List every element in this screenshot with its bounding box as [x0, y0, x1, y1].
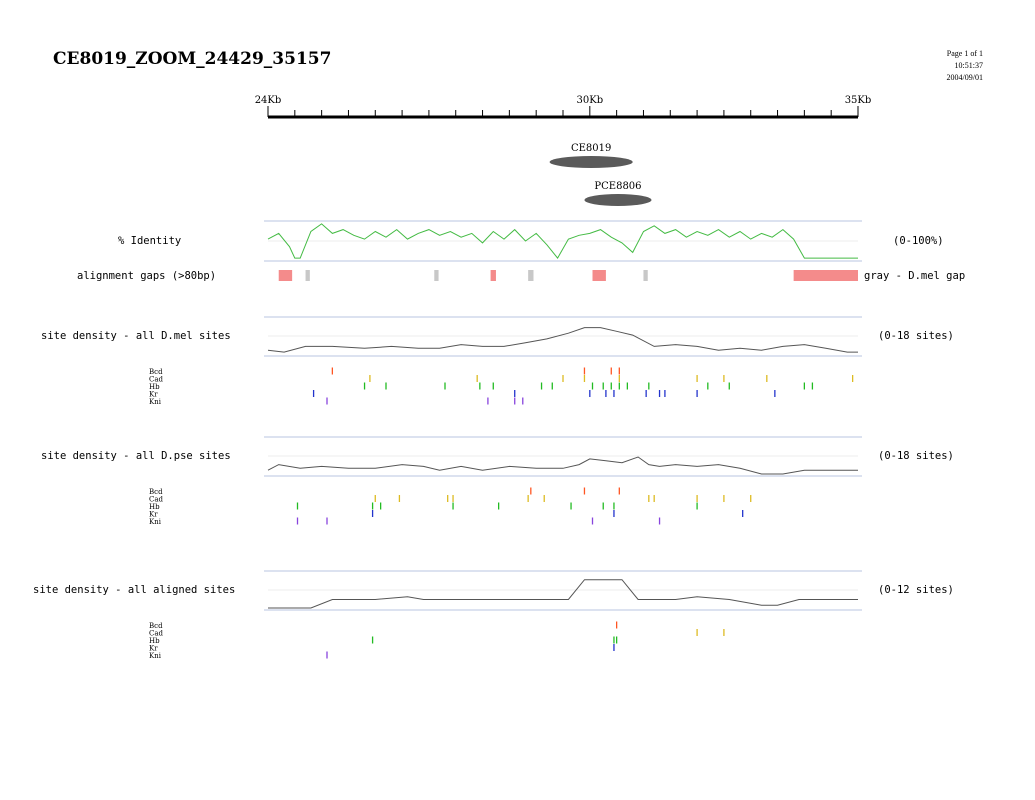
alignment-gap-box — [643, 270, 648, 281]
density-label: site density - all D.mel sites — [41, 330, 231, 342]
factor-label: Bcd — [149, 488, 163, 496]
factor-label: Hb — [149, 637, 160, 645]
alignment-gap-box — [305, 270, 310, 281]
feature-ce8019-shape — [549, 156, 633, 168]
identity-label: % Identity — [118, 235, 181, 247]
density-range-label: (0-18 sites) — [878, 450, 954, 462]
alignment-gap-box — [592, 270, 606, 281]
identity-line — [267, 223, 858, 259]
page-number: Page 1 of 1 — [947, 49, 983, 58]
density-line — [268, 579, 858, 609]
density-section-dpse: site density - all D.pse sites (0-18 site… — [41, 436, 954, 526]
factor-label: Kr — [149, 391, 158, 399]
alignment-gaps-label: alignment gaps (>80bp) — [77, 270, 216, 282]
density-label: site density - all aligned sites — [33, 584, 235, 596]
print-time: 10:51:37 — [955, 61, 983, 70]
factor-label: Hb — [149, 383, 160, 391]
factor-label: Cad — [149, 376, 164, 384]
density-range-label: (0-12 sites) — [878, 584, 954, 596]
identity-range-label: (0-100%) — [893, 235, 944, 247]
ruler-label: 35Kb — [845, 95, 872, 106]
factor-label: Kr — [149, 645, 158, 653]
figure-title: CE8019_ZOOM_24429_35157 — [53, 49, 331, 69]
density-range-label: (0-18 sites) — [878, 330, 954, 342]
factor-label: Cad — [149, 496, 164, 504]
alignment-gap-box — [490, 270, 496, 281]
density-label: site density - all D.pse sites — [41, 450, 231, 462]
alignment-gaps-legend: gray - D.mel gap — [864, 270, 965, 282]
alignment-gap-box — [278, 270, 293, 281]
factor-label: Kr — [149, 511, 158, 519]
feature-pce8806-shape — [584, 194, 652, 206]
factor-label: Cad — [149, 630, 164, 638]
feature-label: PCE8806 — [594, 181, 641, 192]
density-section-aligned: site density - all aligned sites (0-12 si… — [33, 570, 954, 660]
ruler-label: 30Kb — [577, 95, 604, 106]
identity-track: % Identity (0-100%) — [118, 220, 944, 262]
density-line — [267, 456, 858, 475]
page-info: Page 1 of 1 10:51:37 2004/09/01 — [947, 49, 983, 82]
factor-label: Kni — [149, 398, 162, 406]
alignment-gap-box — [793, 270, 858, 281]
ruler-label: 24Kb — [255, 95, 282, 106]
factor-label: Bcd — [149, 368, 163, 376]
factor-label: Kni — [149, 518, 162, 526]
factor-label: Kni — [149, 652, 162, 660]
alignment-gap-box — [434, 270, 439, 281]
factor-label: Bcd — [149, 622, 163, 630]
kb-ruler: 24Kb 30Kb 35Kb — [255, 95, 872, 119]
factor-label: Hb — [149, 503, 160, 511]
density-line — [267, 327, 858, 353]
print-date: 2004/09/01 — [947, 73, 983, 82]
feature-track: CE8019 PCE8806 — [549, 143, 652, 206]
feature-label: CE8019 — [571, 143, 611, 154]
alignment-gaps-track: alignment gaps (>80bp) gray - D.mel gap — [77, 270, 965, 282]
alignment-gap-box — [528, 270, 534, 281]
density-section-dmel: site density - all D.mel sites (0-18 site… — [41, 316, 954, 406]
